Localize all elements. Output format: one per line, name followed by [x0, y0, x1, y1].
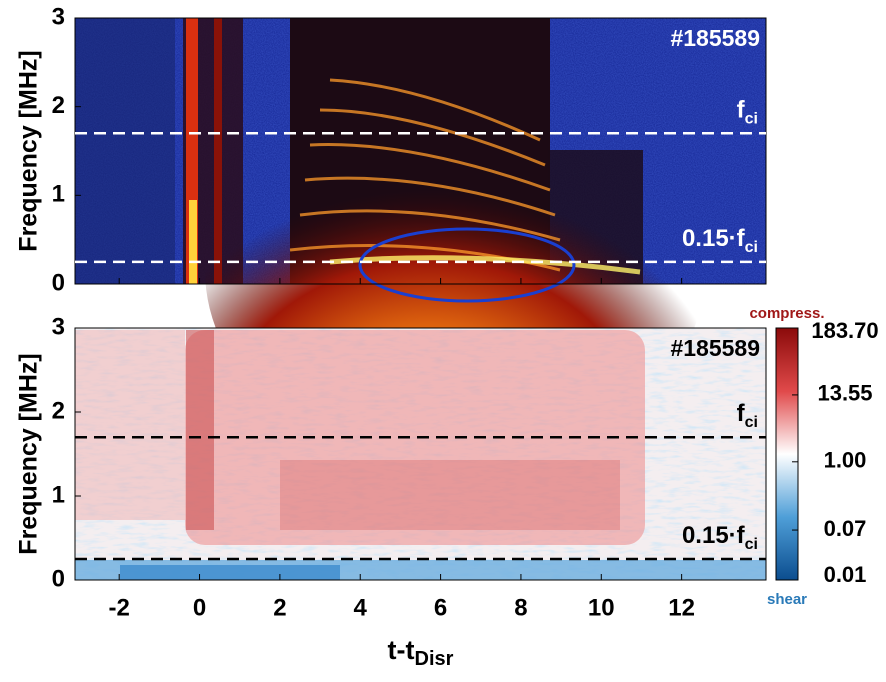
y-tick-label: 1 — [52, 181, 65, 208]
x-tick-label: 0 — [193, 594, 206, 621]
reference-label: 0.15·fci — [682, 225, 758, 256]
x-tick-label: 2 — [273, 594, 286, 621]
reference-label-sub: ci — [745, 414, 758, 431]
x-tick-label: 12 — [668, 594, 695, 621]
reference-label-main: 0.15·f — [682, 522, 746, 549]
colorbar-tick-label: 1.00 — [824, 448, 867, 473]
x-axis-label-main: t-t — [388, 635, 415, 665]
colorbar-tick-label: 13.55 — [817, 381, 872, 406]
annotation: #185589 — [670, 335, 760, 361]
y-axis-label: Frequency [MHz] — [15, 50, 43, 251]
y-tick-label: 3 — [52, 313, 65, 340]
spectrogram-bottom — [75, 328, 766, 580]
colorbar-top-label: compress. — [749, 305, 824, 322]
y-tick-label: 2 — [52, 92, 65, 119]
spectrogram-top — [75, 18, 766, 470]
colorbar-bottom-label: shear — [767, 591, 807, 608]
annotation: #185589 — [670, 25, 760, 51]
x-axis-label-sub: Disr — [415, 648, 454, 670]
y-tick-label: 0 — [52, 269, 65, 296]
y-tick-label: 0 — [52, 565, 65, 592]
reference-label: fci — [737, 97, 758, 128]
y-tick-label: 2 — [52, 397, 65, 424]
x-tick-label: -2 — [109, 594, 130, 621]
colorbar-tick-label: 0.01 — [824, 562, 867, 587]
x-tick-label: 8 — [514, 594, 527, 621]
y-tick-label: 3 — [52, 3, 65, 30]
y-tick-label: 1 — [52, 481, 65, 508]
highlight-ellipse — [358, 227, 576, 303]
reference-label-main: 0.15·f — [682, 225, 746, 252]
x-tick-label: 10 — [588, 594, 615, 621]
x-tick-label: 6 — [434, 594, 447, 621]
reference-label: fci — [737, 401, 758, 432]
x-tick-label: 4 — [354, 594, 368, 621]
reference-label-sub: ci — [745, 110, 758, 127]
reference-label-main: f — [737, 401, 746, 428]
reference-label-sub: ci — [745, 239, 758, 256]
colorbar-tick-label: 183.70 — [811, 318, 878, 343]
x-axis-label: t-tDisr — [388, 635, 454, 670]
reference-label: 0.15·fci — [682, 522, 758, 553]
plot-frame — [74, 327, 767, 581]
reference-label-main: f — [737, 97, 746, 124]
y-axis-label: Frequency [MHz] — [15, 353, 43, 554]
colorbar-tick-label: 0.07 — [824, 516, 867, 541]
reference-label-sub: ci — [745, 536, 758, 553]
colorbar — [775, 327, 799, 581]
plot-frame — [74, 17, 767, 285]
